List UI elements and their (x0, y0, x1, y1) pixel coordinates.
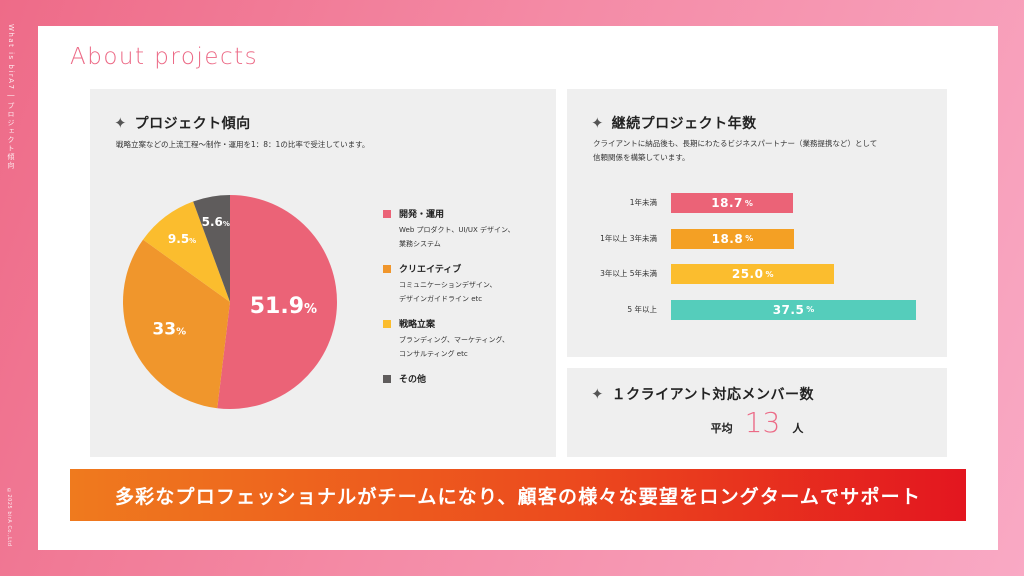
members-title: １クライアント対応メンバー数 (611, 387, 815, 403)
bar-2: 18.8% (671, 228, 794, 249)
continuation-panel: ✦ 継続プロジェクト年数 クライアントに納品後も、長期にわたるビジネスパートナー… (567, 89, 947, 357)
legend-desc-creative-1: コミュニケーションデザイン、 (399, 281, 497, 289)
continuation-desc-1: クライアントに納品後も、長期にわたるビジネスパートナー（業務提携など）として (593, 139, 878, 148)
members-average: 平均 13 人 (567, 406, 947, 439)
legend-desc-strategy-1: ブランディング、マーケティング、 (399, 336, 509, 344)
pie-legend: 開発・運用 Web プロダクト、UI/UX デザイン、 業務システム クリエイテ… (383, 207, 553, 396)
project-trend-desc: 戦略立案などの上流工程〜制作・運用を1：8：1の比率で受注しています。 (116, 140, 370, 149)
legend-name-creative: クリエイティブ (399, 265, 462, 275)
bar-category-label: 5 年以上 (627, 304, 657, 314)
bar-value-label: 25.0 (731, 267, 764, 281)
bar-unit-label: % (806, 305, 815, 314)
bar-value-label: 18.7 (711, 196, 743, 210)
bar-3: 25.0% (671, 264, 835, 284)
pie-label-other: 5.6% (202, 215, 230, 229)
bar-unit-label: % (744, 198, 753, 208)
bar-unit-label: % (765, 269, 774, 279)
sparkle-icon: ✦ (591, 114, 604, 132)
bar-category-label: 1年未満 (629, 198, 657, 207)
legend-name-other: その他 (399, 375, 427, 385)
members-suffix: 人 (792, 422, 804, 435)
legend-item-other: その他 (383, 372, 553, 385)
bar-4: 37.5% (671, 299, 916, 320)
continuation-header: ✦ 継続プロジェクト年数 (591, 113, 757, 133)
legend-desc-dev-2: 業務システム (399, 240, 441, 248)
tagline-text: 多彩なプロフェッショナルがチームになり、顧客の様々な要望をロングタームでサポート (114, 485, 922, 508)
bar-value-label: 37.5 (772, 302, 805, 317)
pie-label-creative: 33% (152, 320, 186, 340)
legend-item-creative: クリエイティブ コミュニケーションデザイン、 デザインガイドライン etc (383, 262, 553, 306)
continuation-title: 継続プロジェクト年数 (611, 116, 757, 132)
continuation-desc-2: 信頼関係を構築しています。 (593, 153, 690, 162)
project-trend-header: ✦ プロジェクト傾向 (114, 113, 251, 133)
bar-row-3: 3年以上 5年未満 25.0% (567, 264, 947, 284)
tagline-banner: 多彩なプロフェッショナルがチームになり、顧客の様々な要望をロングタームでサポート (70, 469, 966, 521)
pie-slice-dev (217, 195, 338, 409)
legend-desc-creative-2: デザインガイドライン etc (399, 295, 483, 303)
legend-desc-strategy-2: コンサルティング etc (399, 350, 468, 358)
sparkle-icon: ✦ (591, 385, 604, 403)
side-section-label: What is birA7 | プロジェクト傾向 (7, 24, 15, 170)
page-title: About projects (70, 44, 259, 70)
continuation-desc: クライアントに納品後も、長期にわたるビジネスパートナー（業務提携など）として 信… (593, 137, 877, 165)
sparkle-icon: ✦ (114, 114, 127, 132)
legend-item-dev: 開発・運用 Web プロダクト、UI/UX デザイン、 業務システム (383, 207, 553, 251)
members-value: 13 (744, 406, 781, 439)
legend-swatch-dev (383, 209, 391, 218)
legend-swatch-creative (383, 264, 391, 273)
legend-name-strategy: 戦略立案 (399, 320, 436, 330)
bar-row-1: 1年未満 18.7% (567, 193, 947, 213)
members-panel: ✦ １クライアント対応メンバー数 平均 13 人 (567, 368, 947, 457)
legend-desc-dev-1: Web プロダクト、UI/UX デザイン、 (399, 226, 515, 234)
bar-row-2: 1年以上 3年未満 18.8% (567, 228, 947, 249)
pie-slice-creative (123, 239, 230, 409)
pie-label-strategy: 9.5% (168, 232, 196, 246)
bar-row-4: 5 年以上 37.5% (567, 299, 947, 320)
pie-slice-strategy (143, 201, 230, 302)
project-trend-title: プロジェクト傾向 (134, 116, 251, 132)
project-trend-pie-chart: 51.9% 33% 9.5% 5.6% (120, 192, 340, 412)
pie-slice-other (193, 195, 230, 302)
copyright-text: ©2025 birA Co.,Ltd (6, 488, 12, 547)
bar-1: 18.7% (671, 193, 794, 213)
bar-value-label: 18.8 (711, 231, 744, 246)
pie-label-dev: 51.9% (250, 294, 317, 319)
project-trend-panel: ✦ プロジェクト傾向 戦略立案などの上流工程〜制作・運用を1：8：1の比率で受注… (90, 89, 556, 457)
legend-swatch-strategy (383, 319, 391, 328)
legend-swatch-other (383, 374, 391, 383)
legend-item-strategy: 戦略立案 ブランディング、マーケティング、 コンサルティング etc (383, 317, 553, 361)
bar-category-label: 1年以上 3年未満 (600, 233, 657, 243)
bar-unit-label: % (745, 234, 754, 243)
legend-name-dev: 開発・運用 (399, 210, 445, 220)
members-header: ✦ １クライアント対応メンバー数 (591, 384, 814, 404)
members-prefix: 平均 (710, 422, 733, 435)
bar-category-label: 3年以上 5年未満 (600, 269, 657, 278)
slide-card: About projects ✦ プロジェクト傾向 戦略立案などの上流工程〜制作… (38, 26, 998, 550)
pie-svg: 51.9% 33% 9.5% 5.6% (123, 195, 338, 409)
